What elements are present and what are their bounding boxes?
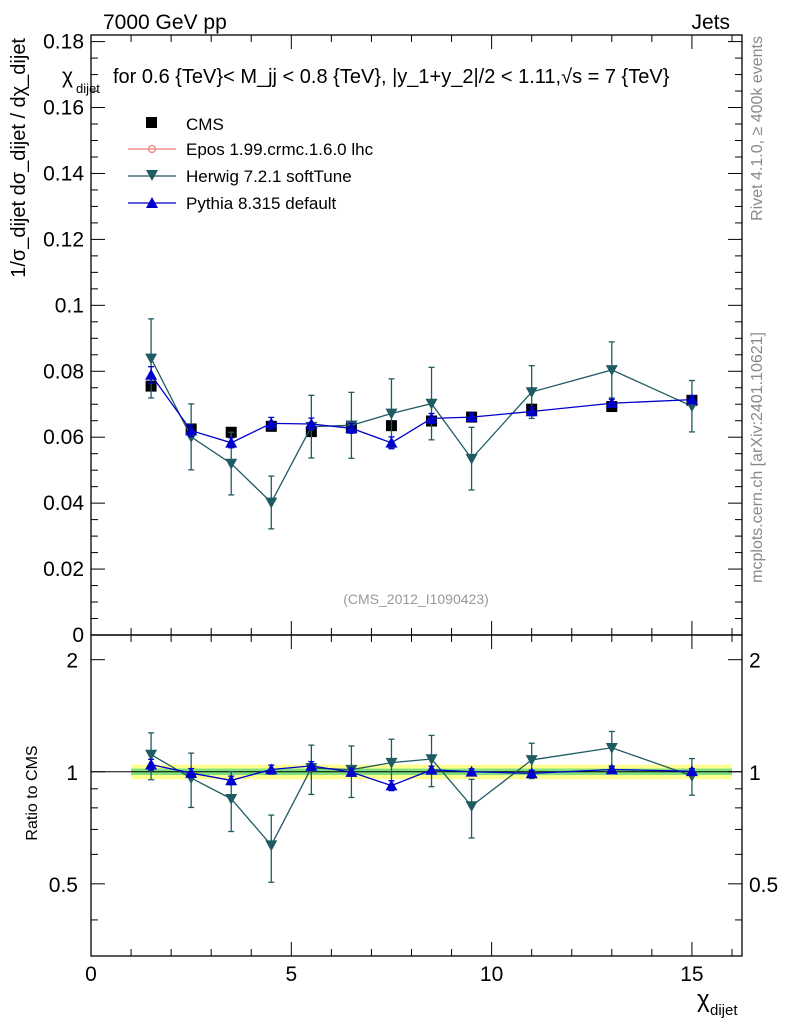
herwig-point: [605, 365, 618, 376]
pythia-ratio-point: [225, 774, 238, 786]
ratio-y-tick-label-right: 1: [749, 762, 761, 785]
legend-label-cms: CMS: [186, 115, 224, 134]
herwig-line: [150, 358, 693, 504]
pythia-point: [685, 393, 698, 405]
pythia-ratio-point: [605, 763, 618, 775]
y-tick-label: 0.14: [43, 162, 84, 185]
pythia-point: [185, 424, 198, 436]
legend-marker-pythia: [146, 197, 158, 208]
ratio-y-tick-label-right: 2: [749, 650, 761, 673]
y-tick-label: 0.18: [43, 31, 84, 54]
pythia-ratio-point: [525, 767, 538, 779]
herwig-ratio-point: [465, 801, 478, 813]
y-tick-label: 0.02: [43, 558, 84, 581]
y-tick-label: 0.12: [43, 228, 84, 251]
pythia-point: [605, 397, 618, 409]
pythia-point: [265, 417, 278, 429]
legend-label-herwig: Herwig 7.2.1 softTune: [186, 167, 352, 186]
herwig-ratio-point: [385, 757, 398, 769]
watermark: (CMS_2012_I1090423): [343, 591, 489, 607]
herwig-ratio-point: [225, 794, 238, 805]
ratio-y-tick-label-right: 0.5: [749, 874, 778, 897]
herwig-point: [385, 408, 398, 420]
ratio-y-tick-label: 2: [66, 650, 78, 673]
ratio-y-axis-label: Ratio to CMS: [24, 745, 41, 840]
y-tick-label: 0.06: [43, 426, 84, 449]
herwig-point: [525, 387, 538, 399]
header-left: 7000 GeV pp: [103, 11, 227, 34]
pythia-point: [225, 436, 238, 448]
legend: CMS Epos 1.99.crmc.1.6.0 lhc Herwig 7.2.…: [128, 115, 374, 213]
chart-title-prefix-sub: dijet: [76, 81, 100, 96]
pythia-ratio-point: [345, 766, 358, 777]
pythia-ratio-point: [425, 763, 438, 775]
herwig-point: [145, 353, 158, 365]
y-tick-label: 0.1: [55, 294, 84, 317]
herwig-point: [465, 453, 478, 465]
pythia-point: [385, 436, 398, 448]
y-tick-label: 0.16: [43, 97, 84, 120]
legend-label-pythia: Pythia 8.315 default: [186, 194, 337, 213]
herwig-ratio-point: [425, 754, 438, 766]
herwig-ratio-point: [145, 749, 158, 761]
herwig-point: [425, 398, 438, 410]
pythia-ratio-point: [145, 758, 158, 770]
chart-title-prefix: χ: [62, 65, 73, 88]
pythia-line: [150, 374, 692, 444]
pythia-point: [465, 411, 478, 422]
pythia-point: [305, 418, 318, 429]
side-label-top: Rivet 4.1.0, ≥ 400k events: [749, 36, 766, 221]
x-tick-label: 15: [680, 963, 703, 986]
pythia-point: [345, 422, 358, 434]
y-axis-label: 1/σ_dijet dσ_dijet / dχ_dijet: [8, 38, 30, 278]
pythia-ratio-point: [685, 765, 698, 777]
pythia-point: [425, 412, 438, 424]
pythia-ratio-point: [265, 763, 278, 775]
pythia-ratio-point: [305, 759, 318, 771]
herwig-ratio-point: [525, 755, 538, 766]
pythia-point: [145, 368, 158, 380]
ratio-y-tick-label: 1: [66, 762, 78, 785]
chart-title: for 0.6 {TeV}< M_jj < 0.8 {TeV}, |y_1+y_…: [113, 66, 670, 88]
header-right: Jets: [691, 11, 730, 34]
ratio-plot-frame: [90, 634, 743, 957]
legend-label-epos: Epos 1.99.crmc.1.6.0 lhc: [186, 140, 374, 159]
y-tick-label: 0.08: [43, 360, 84, 383]
legend-marker-herwig: [146, 170, 158, 181]
y-tick-label: 0.04: [43, 492, 84, 515]
legend-marker-cms: [146, 117, 157, 128]
pythia-ratio-line: [150, 764, 692, 787]
y-tick-label: 0: [72, 624, 84, 647]
x-axis-label-sub: dijet: [710, 1002, 738, 1019]
pythia-ratio-point: [185, 767, 198, 778]
ratio-y-tick-label: 0.5: [49, 874, 78, 897]
x-tick-label: 10: [480, 963, 503, 986]
herwig-ratio-point: [265, 840, 278, 852]
x-axis-label: χ: [697, 986, 710, 1013]
x-tick-label: 5: [285, 963, 297, 986]
pythia-ratio-point: [465, 765, 478, 777]
herwig-ratio-point: [605, 742, 618, 754]
side-label-bottom: mcplots.cern.ch [arXiv:2401.10621]: [749, 332, 766, 583]
x-tick-label: 0: [85, 963, 97, 986]
herwig-point: [225, 458, 238, 470]
legend-marker-epos: [147, 144, 157, 154]
herwig-point: [265, 497, 278, 509]
pythia-ratio-point: [385, 779, 398, 791]
pythia-point: [525, 405, 538, 417]
herwig-ratio-line: [150, 747, 693, 847]
